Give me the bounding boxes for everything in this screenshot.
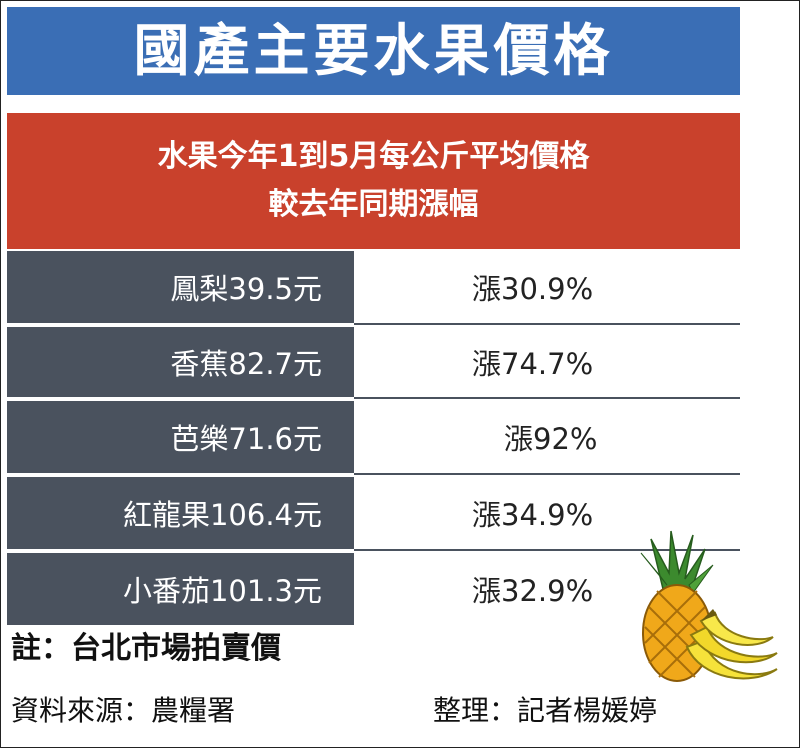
price-change-cell: 漲30.9% <box>354 251 740 323</box>
price-change-cell: 漲74.7% <box>354 327 740 397</box>
subtitle-line-2: 較去年同期漲幅 <box>268 187 479 222</box>
subtitle-line-1: 水果今年1到5月每公斤平均價格 <box>157 139 590 174</box>
note-text: 註：台北市場拍賣價 <box>11 631 281 666</box>
subtitle-banner: 水果今年1到5月每公斤平均價格 較去年同期漲幅 <box>7 113 740 249</box>
price-change-cell: 漲34.9% <box>354 477 740 549</box>
row-divider <box>354 549 740 551</box>
source-text: 資料來源：農糧署 <box>11 694 236 727</box>
row-divider <box>354 323 740 325</box>
row-divider <box>354 473 740 475</box>
page-title: 國產主要水果價格 <box>7 7 740 95</box>
fruit-price-cell: 鳳梨39.5元 <box>7 251 354 323</box>
fruit-price-cell: 小番茄101.3元 <box>7 553 354 625</box>
fruit-price-cell: 芭樂71.6元 <box>7 401 354 473</box>
banana-icon <box>685 609 778 680</box>
fruit-price-cell: 香蕉82.7元 <box>7 327 354 397</box>
row-divider <box>354 397 740 399</box>
fruit-illustration <box>640 530 778 682</box>
price-change-cell: 漲92% <box>354 401 740 473</box>
editor-credit: 整理：記者楊媛婷 <box>433 694 658 727</box>
fruit-price-cell: 紅龍果106.4元 <box>7 477 354 549</box>
